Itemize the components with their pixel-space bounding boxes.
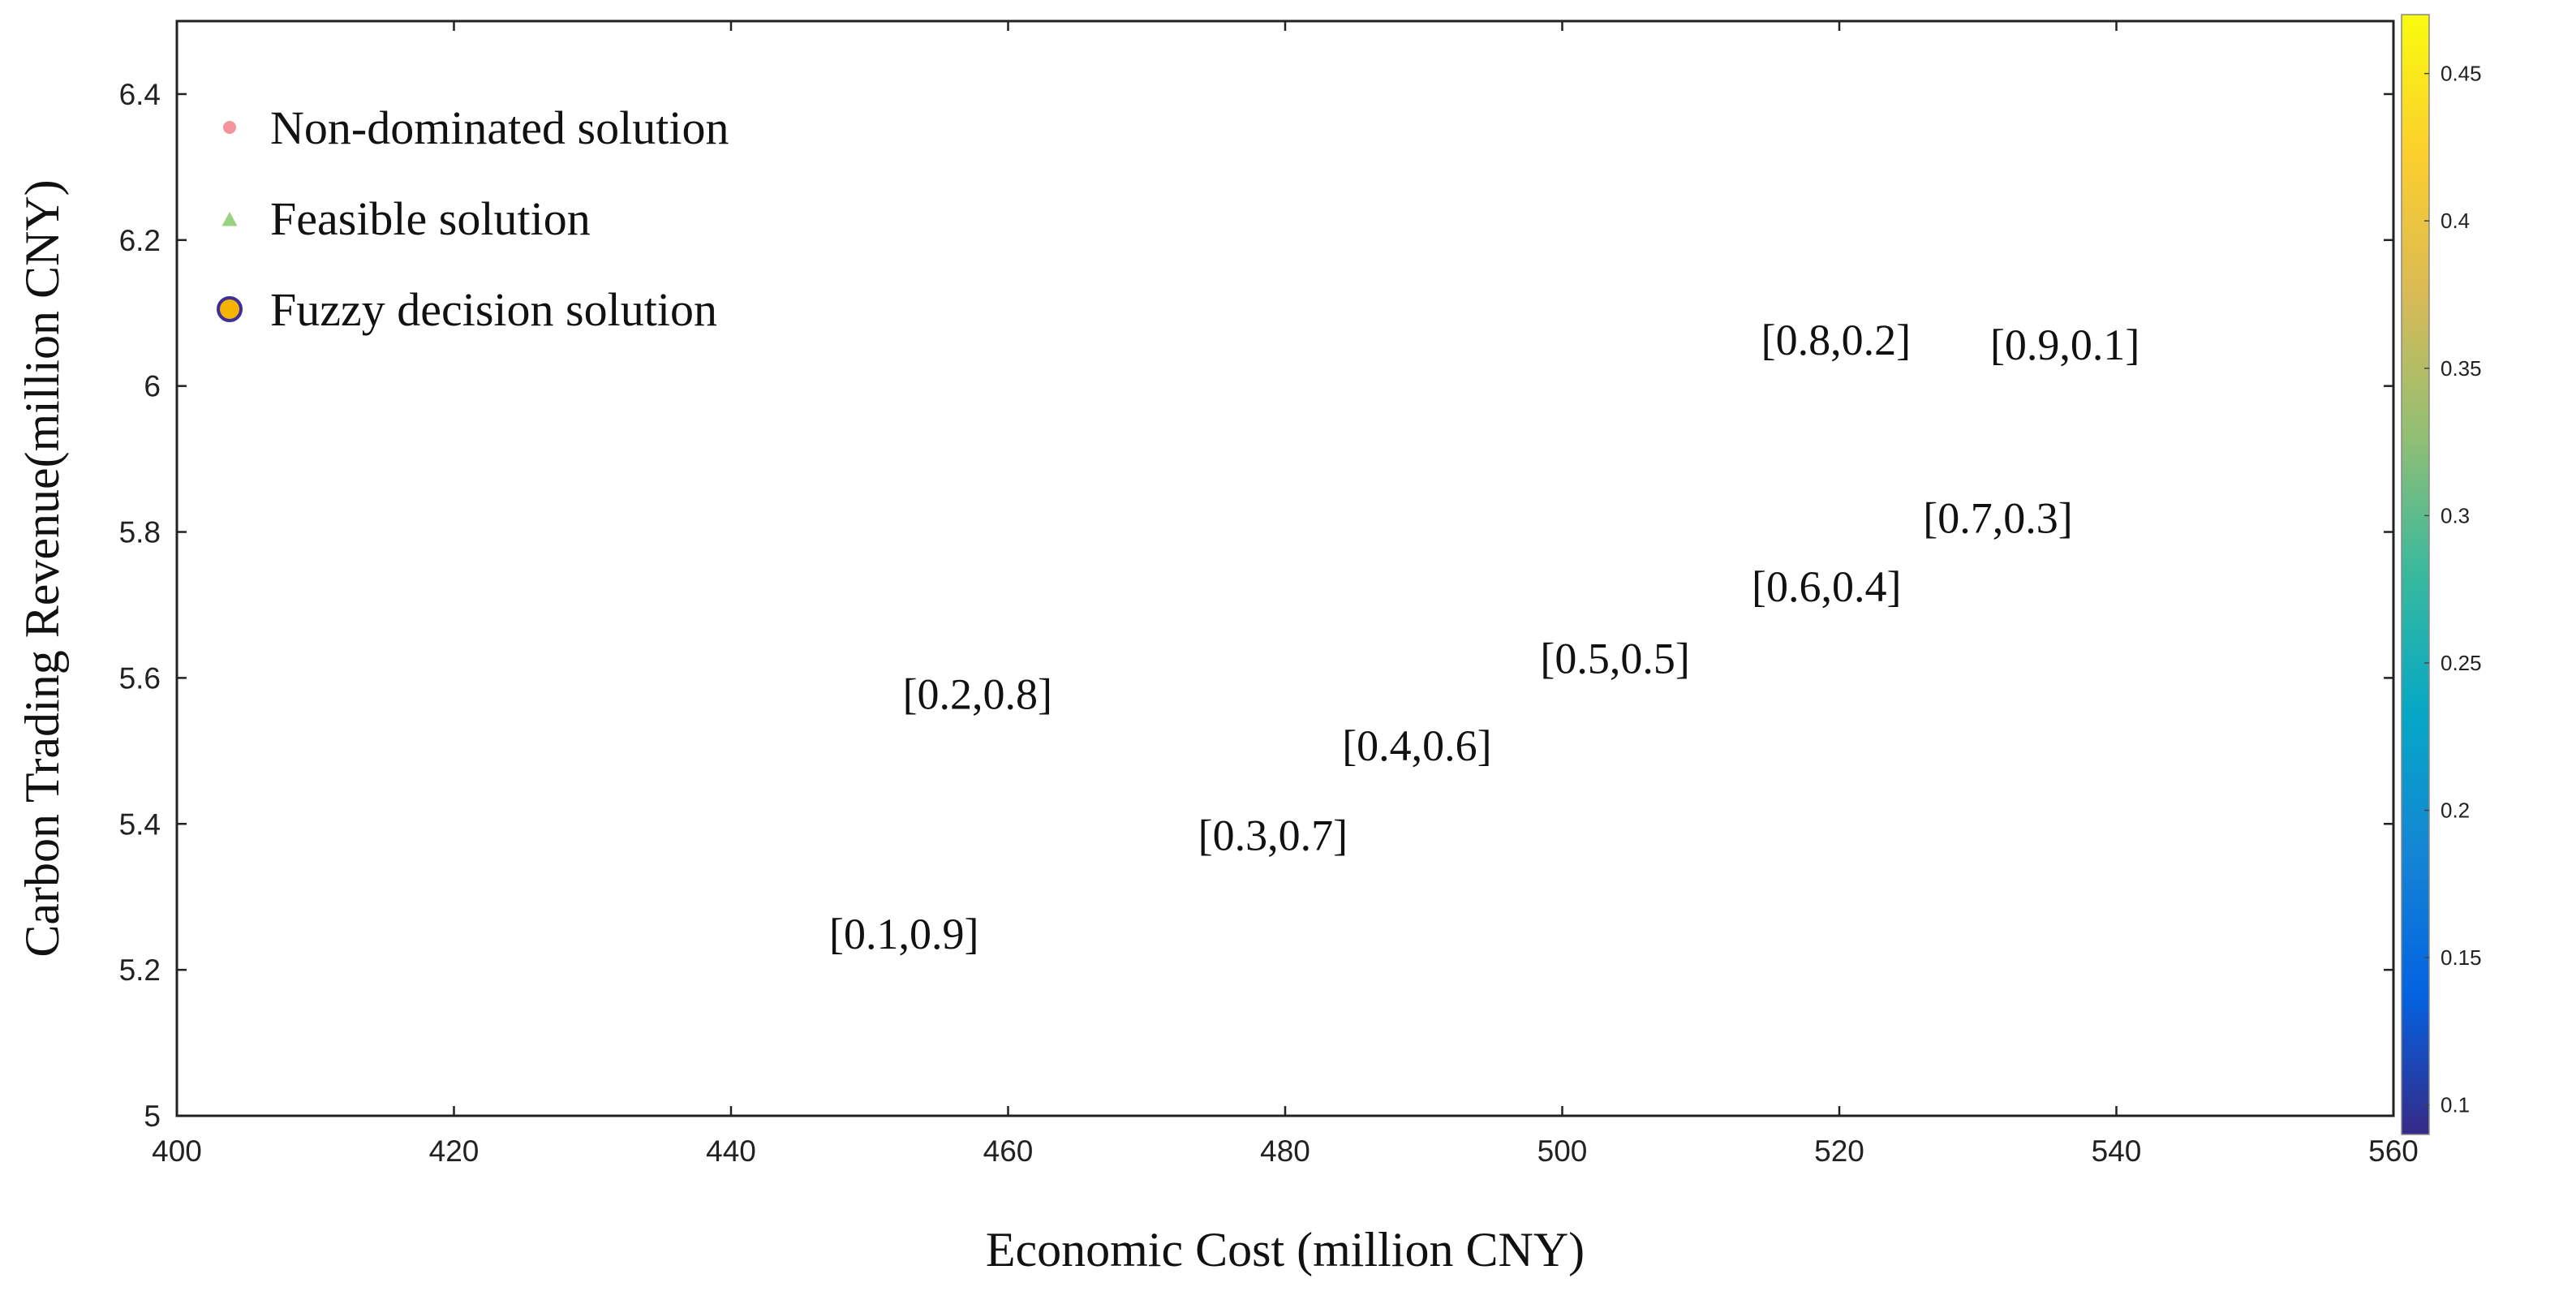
x-tick-label: 440 bbox=[706, 1134, 756, 1168]
fuzzy-point-label: [0.1,0.9] bbox=[829, 910, 978, 958]
legend-circle-icon bbox=[217, 296, 243, 322]
x-tick-label: 500 bbox=[1537, 1134, 1588, 1168]
legend-label: Non-dominated solution bbox=[270, 101, 729, 154]
y-tick-label: 5.4 bbox=[119, 807, 161, 841]
colorbar-tick-label: 0.45 bbox=[2441, 62, 2482, 86]
x-tick-label: 540 bbox=[2092, 1134, 2142, 1168]
y-tick-label: 6.4 bbox=[119, 78, 161, 111]
y-tick-label: 5.6 bbox=[119, 661, 161, 695]
colorbar-tick-label: 0.3 bbox=[2441, 503, 2470, 527]
fuzzy-point-label: [0.3,0.7] bbox=[1198, 811, 1348, 859]
x-tick-label: 400 bbox=[152, 1134, 202, 1168]
colorbar bbox=[2401, 14, 2430, 1135]
fuzzy-point-label: [0.7,0.3] bbox=[1923, 494, 2072, 543]
fuzzy-point-label: [0.2,0.8] bbox=[903, 669, 1052, 718]
colorbar-tick-label: 0.35 bbox=[2441, 356, 2482, 381]
legend-triangle-icon bbox=[221, 212, 238, 226]
x-tick-label: 560 bbox=[2368, 1134, 2419, 1168]
fuzzy-point-label: [0.8,0.2] bbox=[1761, 316, 1911, 364]
colorbar-tick-label: 0.4 bbox=[2441, 209, 2470, 233]
y-tick-label: 5 bbox=[144, 1100, 161, 1133]
colorbar-tick-label: 0.25 bbox=[2441, 651, 2482, 675]
fuzzy-point-label: [0.9,0.1] bbox=[1990, 321, 2139, 369]
x-tick-label: 480 bbox=[1260, 1134, 1310, 1168]
x-tick-label: 520 bbox=[1814, 1134, 1864, 1168]
fuzzy-point-label: [0.6,0.4] bbox=[1752, 562, 1901, 611]
x-tick-label: 460 bbox=[983, 1134, 1034, 1168]
colorbar-tick-label: 0.2 bbox=[2441, 799, 2470, 823]
y-axis-title: Carbon Trading Revenue(million CNY) bbox=[15, 179, 69, 957]
x-tick-label: 420 bbox=[429, 1134, 480, 1168]
plot-area bbox=[177, 21, 2393, 1116]
y-tick-label: 6 bbox=[144, 370, 161, 403]
fuzzy-point-label: [0.4,0.6] bbox=[1342, 721, 1491, 770]
legend-label: Fuzzy decision solution bbox=[270, 283, 717, 336]
x-axis-title: Economic Cost (million CNY) bbox=[986, 1223, 1585, 1276]
colorbar-tick-label: 0.1 bbox=[2441, 1093, 2470, 1117]
y-tick-label: 5.2 bbox=[119, 953, 161, 987]
legend-label: Feasible solution bbox=[270, 192, 591, 245]
y-tick-label: 5.8 bbox=[119, 516, 161, 549]
y-tick-label: 6.2 bbox=[119, 224, 161, 257]
colorbar-tick-label: 0.15 bbox=[2441, 945, 2482, 970]
fuzzy-point-label: [0.5,0.5] bbox=[1540, 634, 1689, 682]
legend-dot-icon bbox=[223, 121, 236, 134]
